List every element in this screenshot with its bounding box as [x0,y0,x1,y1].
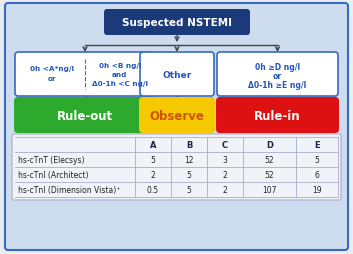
Text: 2: 2 [223,170,227,179]
Text: 52: 52 [265,170,274,179]
Text: 107: 107 [262,185,277,194]
Text: 6: 6 [315,170,319,179]
Text: 0h ≥D ng/l: 0h ≥D ng/l [255,62,300,71]
Text: 0.5: 0.5 [147,185,159,194]
Text: Rule-out: Rule-out [57,109,113,122]
Text: and: and [112,72,127,78]
Text: 0h <A*ng/l: 0h <A*ng/l [30,66,73,72]
FancyBboxPatch shape [15,53,155,97]
Text: Other: Other [162,70,192,79]
Text: 2: 2 [151,170,155,179]
Text: Suspected NSTEMI: Suspected NSTEMI [122,18,232,28]
Text: 0h <B ng/l: 0h <B ng/l [98,63,141,69]
Text: 5: 5 [187,170,191,179]
Text: Rule-in: Rule-in [254,109,301,122]
Text: 3: 3 [222,155,227,164]
Text: or: or [47,76,56,82]
Text: 5: 5 [187,185,191,194]
Text: B: B [186,140,192,149]
FancyBboxPatch shape [139,98,215,133]
Text: 12: 12 [184,155,194,164]
Text: 19: 19 [312,185,322,194]
FancyBboxPatch shape [217,53,338,97]
Text: 5: 5 [151,155,155,164]
Text: 2: 2 [223,185,227,194]
Text: 5: 5 [315,155,319,164]
FancyBboxPatch shape [104,10,250,36]
FancyBboxPatch shape [5,4,348,250]
Text: or: or [273,71,282,80]
Text: C: C [222,140,228,149]
Text: Δ0-1h ≥E ng/l: Δ0-1h ≥E ng/l [249,80,307,89]
Text: 52: 52 [265,155,274,164]
Text: E: E [314,140,320,149]
Text: D: D [266,140,273,149]
FancyBboxPatch shape [140,53,214,97]
Text: hs-cTnI (Architect): hs-cTnI (Architect) [18,170,89,179]
FancyBboxPatch shape [14,98,156,133]
Text: Observe: Observe [150,109,204,122]
Text: hs-cTnI (Dimension Vista)⁺: hs-cTnI (Dimension Vista)⁺ [18,185,120,194]
Text: A: A [150,140,156,149]
Text: hs-cTnT (Elecsys): hs-cTnT (Elecsys) [18,155,84,164]
FancyBboxPatch shape [12,134,341,200]
FancyBboxPatch shape [216,98,339,133]
Text: Δ0-1h <C ng/l: Δ0-1h <C ng/l [92,81,148,87]
